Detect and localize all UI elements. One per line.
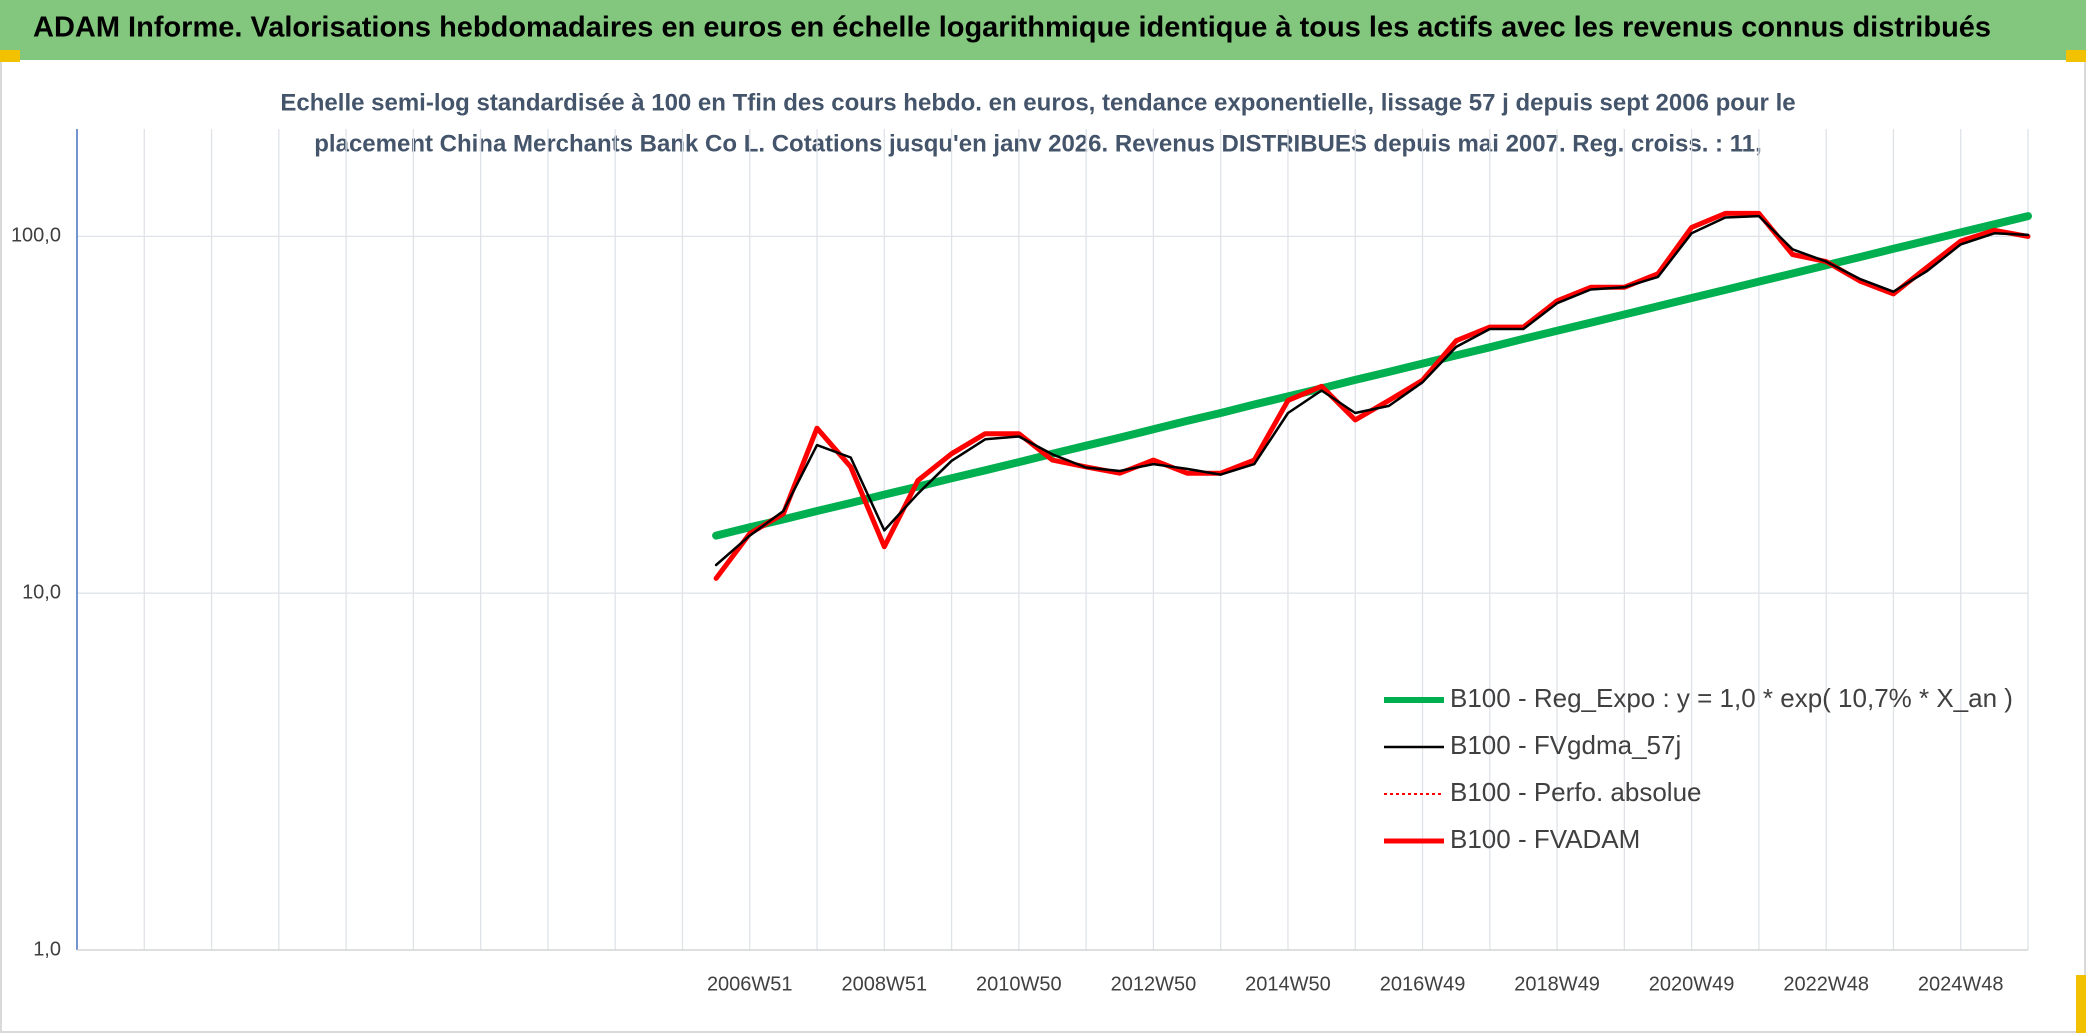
x-tick-label: 2018W49 [1514, 973, 1600, 995]
title-bar [0, 0, 2086, 60]
chart-subtitle: placement China Merchants Bank Co L. Cot… [314, 130, 1761, 157]
series-line [715, 212, 2029, 580]
series-line [714, 214, 2030, 567]
x-tick-label: 2024W48 [1918, 973, 2004, 995]
y-tick-label: 10,0 [22, 581, 61, 603]
x-tick-label: 2020W49 [1649, 973, 1735, 995]
x-tick-label: 2008W51 [841, 973, 927, 995]
x-tick-label: 2014W50 [1245, 973, 1331, 995]
x-tick-label: 2010W50 [976, 973, 1062, 995]
chart-title: ADAM Informe. Valorisations hebdomadaire… [33, 12, 1991, 44]
legend-label: B100 - Reg_Expo : y = 1,0 * exp( 10,7% *… [1450, 683, 2013, 713]
legend-label: B100 - FVADAM [1450, 824, 1640, 854]
corner-mark [2066, 50, 2086, 62]
x-tick-label: 2012W50 [1111, 973, 1197, 995]
legend-label: B100 - FVgdma_57j [1450, 730, 1681, 760]
series-line [712, 212, 2032, 540]
x-tick-label: 2022W48 [1783, 973, 1869, 995]
corner-mark [2076, 975, 2086, 1033]
y-tick-label: 1,0 [33, 938, 61, 960]
y-tick-label: 100,0 [11, 225, 61, 247]
x-tick-label: 2006W51 [707, 973, 793, 995]
chart-subtitle: Echelle semi-log standardisée à 100 en T… [280, 89, 1795, 116]
legend-label: B100 - Perfo. absolue [1450, 777, 1702, 807]
corner-mark [0, 50, 20, 62]
x-tick-label: 2016W49 [1380, 973, 1466, 995]
